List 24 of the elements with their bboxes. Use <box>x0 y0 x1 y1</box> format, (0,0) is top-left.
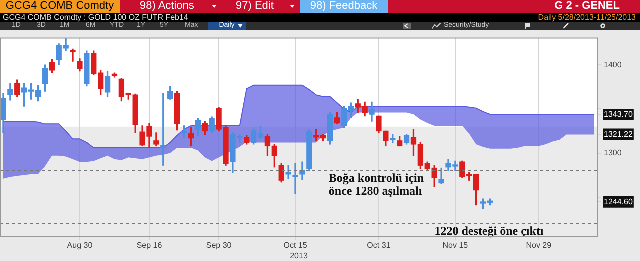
y-tick-label: 1300 <box>604 148 622 158</box>
text: 97) Edit <box>236 0 274 13</box>
candlestick <box>70 48 76 62</box>
text: 98) Actions <box>140 0 194 13</box>
y-tick-label: 1321.22 <box>604 130 634 139</box>
candlestick <box>292 164 298 194</box>
x-tick-label: Aug 30 <box>67 241 94 250</box>
x-tick-label: Nov 15 <box>442 241 469 250</box>
x-tick-label: Sep 16 <box>136 241 163 250</box>
x-tick-label: Sep 30 <box>206 241 232 250</box>
text: 98) Feedback <box>300 0 388 13</box>
x-tick-label: Oct 15 <box>284 241 308 250</box>
ref-line-label: 1220 desteği öne çıktı <box>434 224 544 238</box>
chart-subtitle: Daily 5/28/2013-11/25/2013 <box>538 13 636 22</box>
text: GCG4 COMB Comdty <box>0 0 120 13</box>
text: G 2 - GENEL <box>554 0 620 13</box>
y-tick-label: 1400 <box>604 60 622 70</box>
y-tick-label: 1343.70 <box>604 110 634 119</box>
x-tick-label: Oct 31 <box>367 241 392 250</box>
chart-title: GCG4 COMB Comdty : GOLD 100 OZ FUTR Feb14 <box>3 13 188 22</box>
y-tick-label: 1244.60 <box>604 197 634 206</box>
ref-line-label: Boğa kontrolü için önce 1280 aşılmalı <box>328 170 424 198</box>
x-axis-title: 2013 <box>290 251 308 260</box>
x-tick-label: Nov 29 <box>526 241 552 250</box>
